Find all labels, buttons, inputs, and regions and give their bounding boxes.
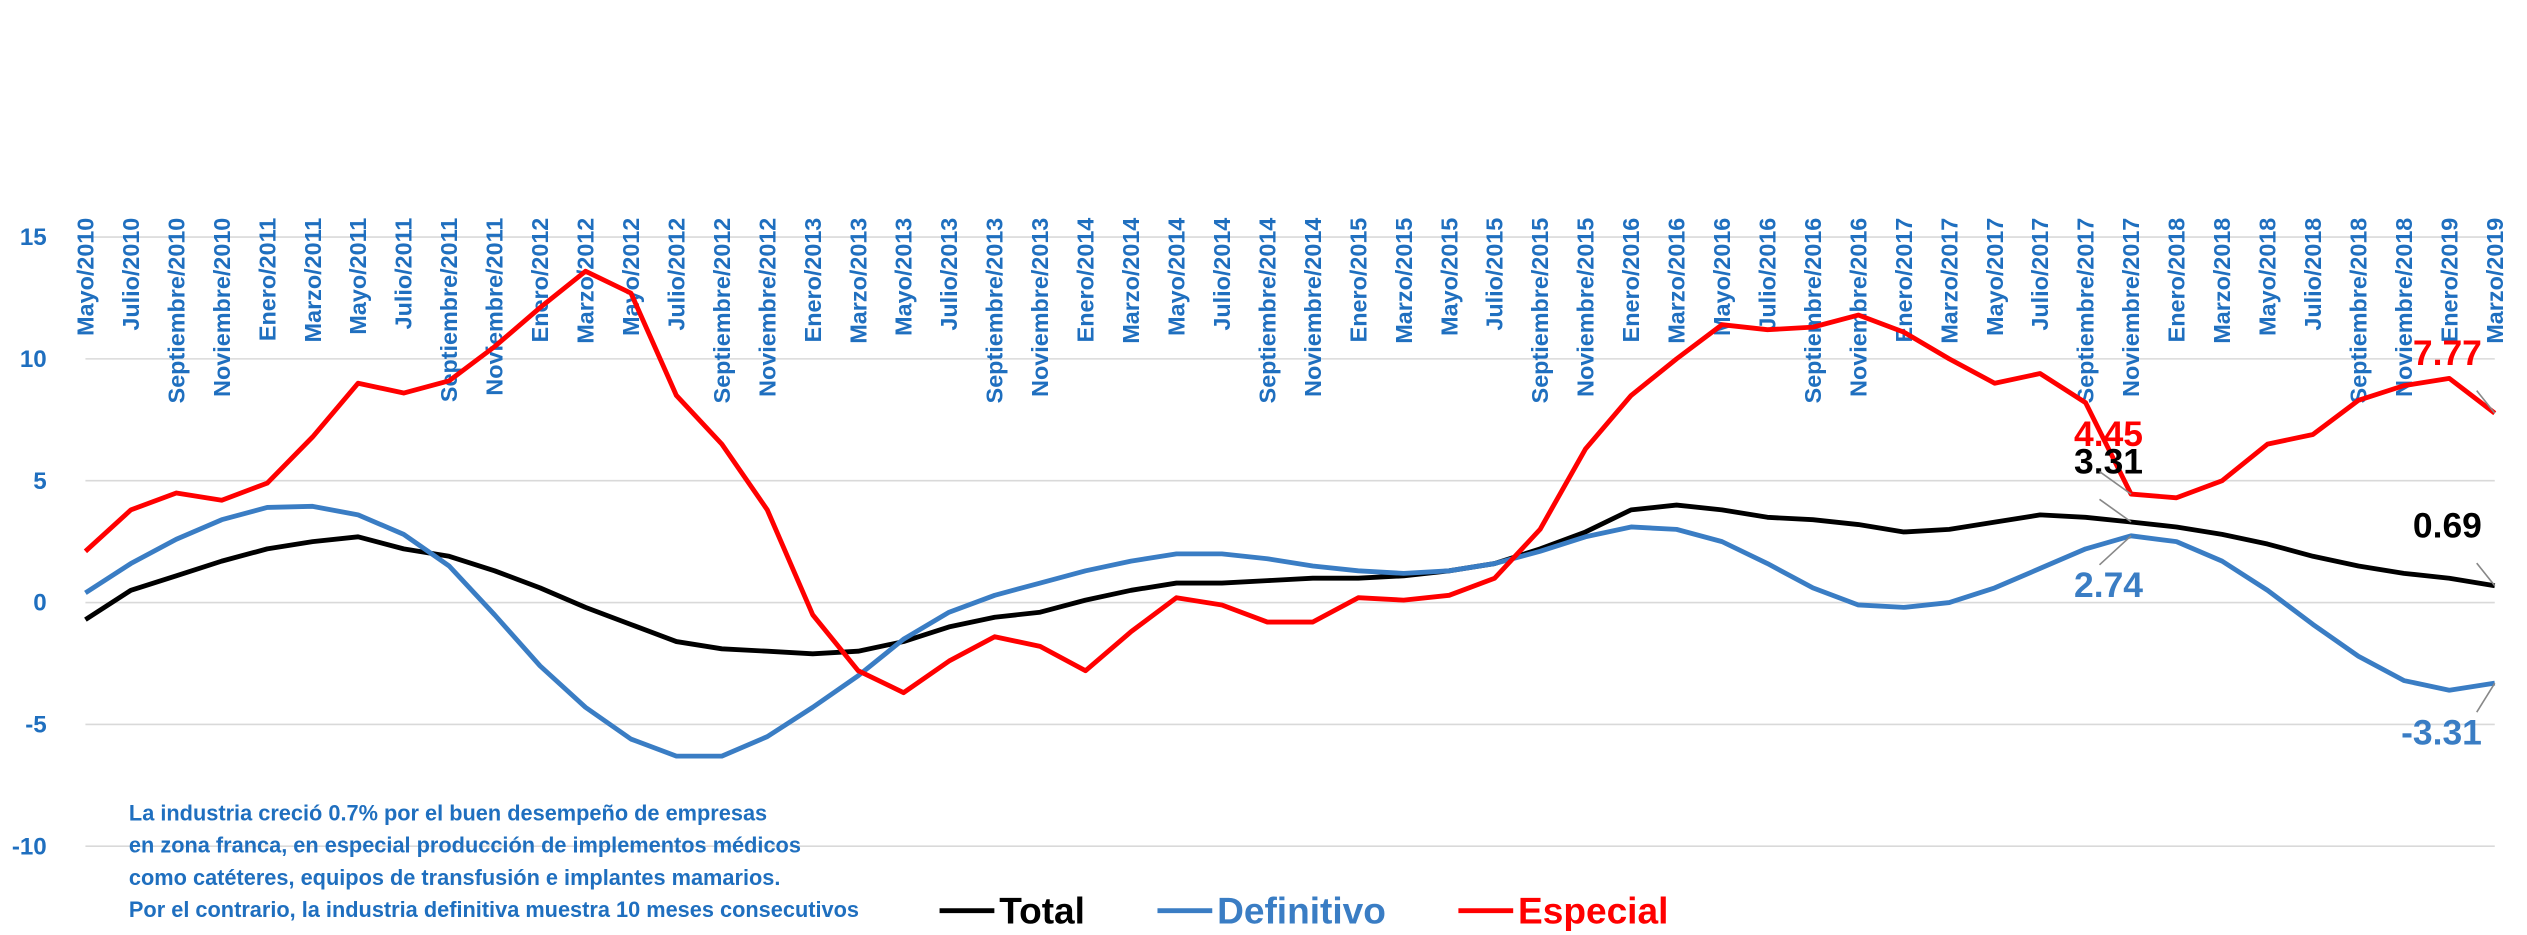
- x-tick-label: Marzo/2018: [2209, 218, 2235, 344]
- note-line: en zona franca, en especial producción d…: [129, 833, 801, 858]
- data-label: 2.74: [2074, 565, 2143, 605]
- data-label: 0.69: [2413, 505, 2482, 545]
- x-tick-label: Noviembre/2016: [1845, 218, 1871, 397]
- x-tick-label: Enero/2011: [254, 218, 280, 341]
- series-line: [84, 503, 2496, 759]
- x-tick-label: Noviembre/2018: [2391, 218, 2417, 397]
- y-tick-label: 15: [20, 224, 47, 251]
- x-tick-label: Enero/2013: [800, 218, 826, 343]
- y-tick-label: 0: [33, 590, 46, 617]
- x-tick-label: Noviembre/2017: [2118, 218, 2144, 397]
- x-tick-label: Mayo/2013: [891, 218, 917, 336]
- x-tick-label: Marzo/2014: [1118, 218, 1144, 344]
- x-tick-label: Marzo/2019: [2482, 218, 2508, 344]
- x-tick-label: Noviembre/2010: [209, 218, 235, 397]
- y-tick-label: 10: [20, 346, 47, 373]
- data-label: 4.45: [2074, 414, 2143, 454]
- x-tick-label: Marzo/2015: [1391, 218, 1417, 344]
- x-tick-label: Enero/2016: [1618, 218, 1644, 343]
- x-tick-label: Mayo/2015: [1436, 218, 1462, 336]
- x-tick-label: Julio/2014: [1209, 218, 1235, 331]
- x-tick-label: Enero/2012: [527, 218, 553, 343]
- x-tick-label: Julio/2013: [936, 218, 962, 331]
- x-tick-label: Marzo/2011: [300, 218, 326, 343]
- leader-line: [2098, 535, 2132, 566]
- x-tick-label: Julio/2010: [118, 218, 144, 331]
- leader-line: [2476, 562, 2496, 587]
- x-tick-label: Enero/2019: [2436, 218, 2462, 343]
- leader-line: [2099, 498, 2132, 523]
- x-tick-label: Septiembre/2018: [2345, 218, 2371, 404]
- legend-label: Especial: [1518, 890, 1668, 932]
- x-tick-label: Septiembre/2016: [1800, 218, 1826, 404]
- x-tick-label: Julio/2017: [2027, 218, 2053, 331]
- x-tick-label: Septiembre/2017: [2073, 218, 2099, 404]
- note-line: Por el contrario, la industria definitiv…: [129, 897, 859, 922]
- x-tick-label: Noviembre/2013: [1027, 218, 1053, 397]
- note-line: como catéteres, equipos de transfusión e…: [129, 865, 780, 890]
- x-tick-label: Mayo/2018: [2255, 218, 2281, 336]
- x-tick-label: Enero/2018: [2164, 218, 2190, 343]
- x-tick-label: Julio/2011: [391, 218, 417, 330]
- leader-line: [2476, 682, 2496, 713]
- x-tick-label: Marzo/2017: [1936, 218, 1962, 344]
- x-tick-label: Enero/2015: [1345, 218, 1371, 343]
- x-tick-label: Marzo/2016: [1664, 218, 1690, 344]
- x-tick-label: Septiembre/2013: [982, 218, 1008, 404]
- x-tick-label: Julio/2016: [1754, 218, 1780, 331]
- x-tick-label: Mayo/2016: [1709, 218, 1735, 336]
- legend-label: Total: [999, 890, 1085, 932]
- series-line: [84, 502, 2496, 657]
- x-tick-label: Septiembre/2010: [163, 218, 189, 404]
- x-tick-label: Septiembre/2015: [1527, 218, 1553, 404]
- x-tick-label: Julio/2018: [2300, 218, 2326, 331]
- x-tick-label: Septiembre/2014: [1254, 218, 1280, 404]
- x-tick-label: Noviembre/2011: [482, 218, 508, 396]
- x-tick-label: Noviembre/2014: [1300, 218, 1326, 397]
- x-tick-label: Enero/2017: [1891, 218, 1917, 343]
- y-tick-label: 5: [33, 468, 46, 495]
- x-tick-label: Mayo/2011: [345, 218, 371, 335]
- x-tick-label: Mayo/2010: [72, 218, 98, 336]
- leader-line: [2476, 390, 2496, 414]
- y-tick-label: -10: [12, 833, 47, 860]
- x-tick-label: Noviembre/2015: [1573, 218, 1599, 397]
- note-line: La industria creció 0.7% por el buen des…: [129, 800, 767, 825]
- x-tick-label: Septiembre/2012: [709, 218, 735, 404]
- x-tick-label: Mayo/2014: [1164, 218, 1190, 336]
- x-tick-label: Noviembre/2012: [754, 218, 780, 397]
- legend-label: Definitivo: [1217, 890, 1386, 932]
- x-tick-label: Mayo/2017: [1982, 218, 2008, 336]
- data-label: 3.31: [2074, 442, 2143, 482]
- series-line: [83, 268, 2497, 696]
- x-tick-label: Marzo/2013: [845, 218, 871, 344]
- x-tick-label: Enero/2014: [1073, 218, 1099, 343]
- y-tick-label: -5: [25, 711, 46, 738]
- x-tick-label: Julio/2015: [1482, 218, 1508, 331]
- data-label: 7.77: [2413, 333, 2482, 373]
- leader-line: [2099, 470, 2132, 495]
- x-tick-label: Julio/2012: [663, 218, 689, 331]
- data-label: -3.31: [2401, 712, 2482, 752]
